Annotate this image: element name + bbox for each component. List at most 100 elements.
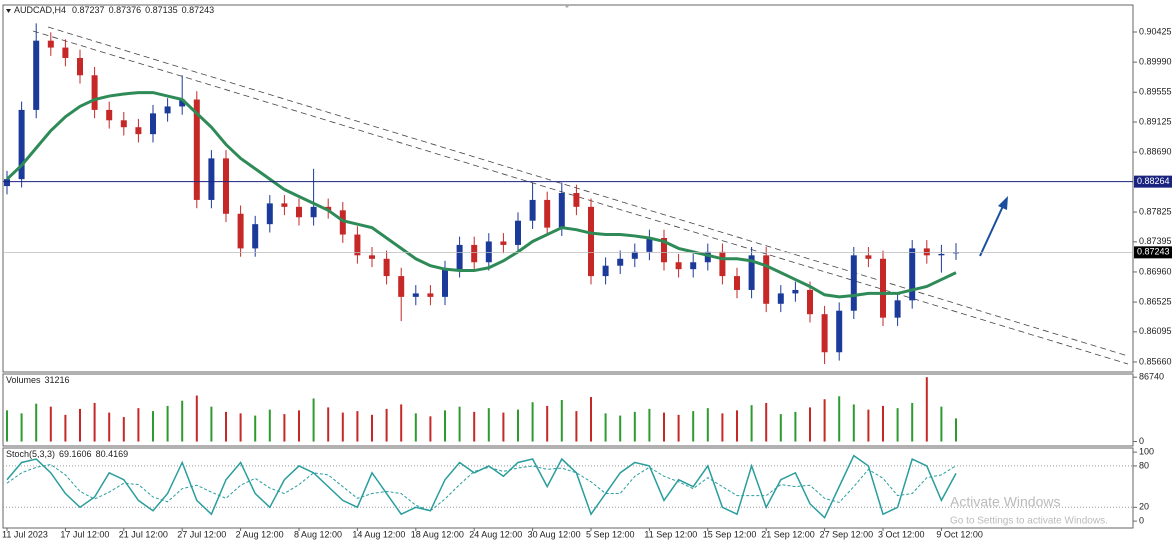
y-tick-label: 0	[1139, 515, 1144, 525]
y-tick-label: 0.87825	[1139, 206, 1172, 216]
volume-bar	[239, 413, 242, 442]
trend-line	[47, 26, 1129, 357]
candle-body	[792, 289, 799, 294]
candle-body	[602, 265, 609, 277]
stoch-main-last: 69.1606	[59, 449, 92, 459]
candle-body	[208, 158, 215, 200]
volume-bar	[531, 402, 534, 442]
moving-average	[5, 91, 957, 299]
watermark-title: Activate Windows	[950, 494, 1060, 510]
candle-body	[617, 258, 624, 266]
volume-bar	[312, 398, 315, 442]
candle-body	[938, 253, 945, 256]
candle-body	[62, 47, 69, 58]
symbol: AUDCAD,H4	[14, 5, 66, 15]
candle-body	[47, 40, 54, 48]
candle-body	[953, 252, 959, 254]
candle-body	[515, 220, 521, 245]
volume-bar	[341, 412, 344, 442]
volume-last: 31216	[45, 375, 70, 385]
trend-line	[32, 30, 1129, 365]
volume-bar	[590, 397, 592, 442]
volume-bar	[210, 406, 213, 442]
stoch-panel	[2, 447, 1134, 529]
volume-bar	[181, 400, 184, 442]
candle-body	[588, 206, 594, 277]
last-close: 0.87243	[182, 5, 215, 15]
volume-bar	[896, 408, 899, 442]
y-tick-label: 0.85660	[1139, 356, 1172, 366]
candle-body	[179, 99, 186, 107]
x-tick-label: 24 Aug 12:00	[469, 529, 522, 539]
candle-body	[661, 238, 667, 263]
volume-bar	[517, 409, 519, 442]
candle-body	[266, 203, 273, 225]
volume-bar	[108, 412, 111, 442]
volume-bar	[166, 405, 169, 442]
candle-body	[237, 213, 244, 249]
y-tick-label: 86740	[1139, 372, 1164, 382]
candle-body	[763, 255, 770, 304]
candle-body	[193, 99, 200, 200]
candle-body	[296, 206, 302, 218]
volume-panel	[2, 373, 1134, 447]
candle-body	[383, 258, 390, 277]
volume-bar	[706, 408, 709, 442]
price-header: AUDCAD,H4 0.87237 0.87376 0.87135 0.87243	[14, 5, 214, 15]
arrow	[979, 205, 1004, 257]
x-tick-label: 15 Sep 12:00	[703, 529, 757, 539]
candle-body	[427, 293, 434, 297]
volume-bar	[575, 411, 578, 442]
x-tick-label: 11 Sep 12:00	[644, 529, 697, 539]
volume-bar	[414, 413, 417, 442]
x-tick-label: 21 Sep 12:00	[761, 529, 815, 539]
stoch-signal-last: 80.4169	[96, 449, 129, 459]
y-tick-label: 0.89555	[1139, 87, 1172, 97]
candle-body	[646, 238, 653, 252]
stoch-title: Stoch(5,3,3)	[6, 449, 55, 459]
volume-bar	[867, 409, 870, 442]
candle-body	[354, 234, 361, 256]
x-tick-label: 14 Aug 12:00	[352, 529, 405, 539]
candle-body	[529, 199, 536, 221]
volume-bar	[64, 414, 67, 442]
volume-bar	[692, 411, 695, 442]
volume-bar	[925, 377, 928, 442]
volume-bar	[911, 402, 914, 442]
candle-body	[456, 244, 463, 270]
volume-bar	[356, 411, 359, 442]
candle-body	[223, 158, 229, 214]
candle-body	[135, 127, 142, 135]
stoch-header: Stoch(5,3,3) 69.1606 80.4169	[6, 449, 128, 459]
x-tick-label: 17 Jul 12:00	[60, 529, 109, 539]
candle-body	[18, 109, 25, 180]
x-tick-label: 30 Aug 12:00	[528, 529, 581, 539]
volume-bar	[122, 417, 125, 442]
volume-bar	[79, 408, 81, 442]
y-tick-label: 0.86095	[1139, 326, 1172, 336]
last-price-label: 0.87243	[1137, 247, 1170, 257]
candle-body	[880, 258, 886, 318]
x-tick-label: 5 Sep 12:00	[586, 529, 635, 539]
candle-body	[573, 193, 580, 207]
last-open: 0.87237	[72, 5, 105, 15]
last-low: 0.87135	[145, 5, 178, 15]
volume-bar	[400, 404, 403, 442]
volume-bar	[225, 411, 227, 442]
y-tick-label: 0.89990	[1139, 57, 1172, 67]
volume-bar	[254, 415, 257, 442]
volume-bar	[955, 418, 957, 442]
candle-body	[150, 113, 156, 135]
candle-body	[690, 262, 697, 270]
y-tick-label: 100	[1139, 447, 1154, 457]
candle-body	[442, 269, 448, 297]
y-tick-label: 0.86960	[1139, 266, 1172, 276]
volume-bar	[458, 406, 461, 442]
volume-bar	[882, 405, 884, 442]
candle-body	[807, 289, 813, 315]
volume-bar	[750, 405, 753, 442]
volume-bar	[736, 410, 738, 442]
candle-body	[310, 206, 317, 218]
y-tick-label: 80	[1139, 460, 1149, 470]
